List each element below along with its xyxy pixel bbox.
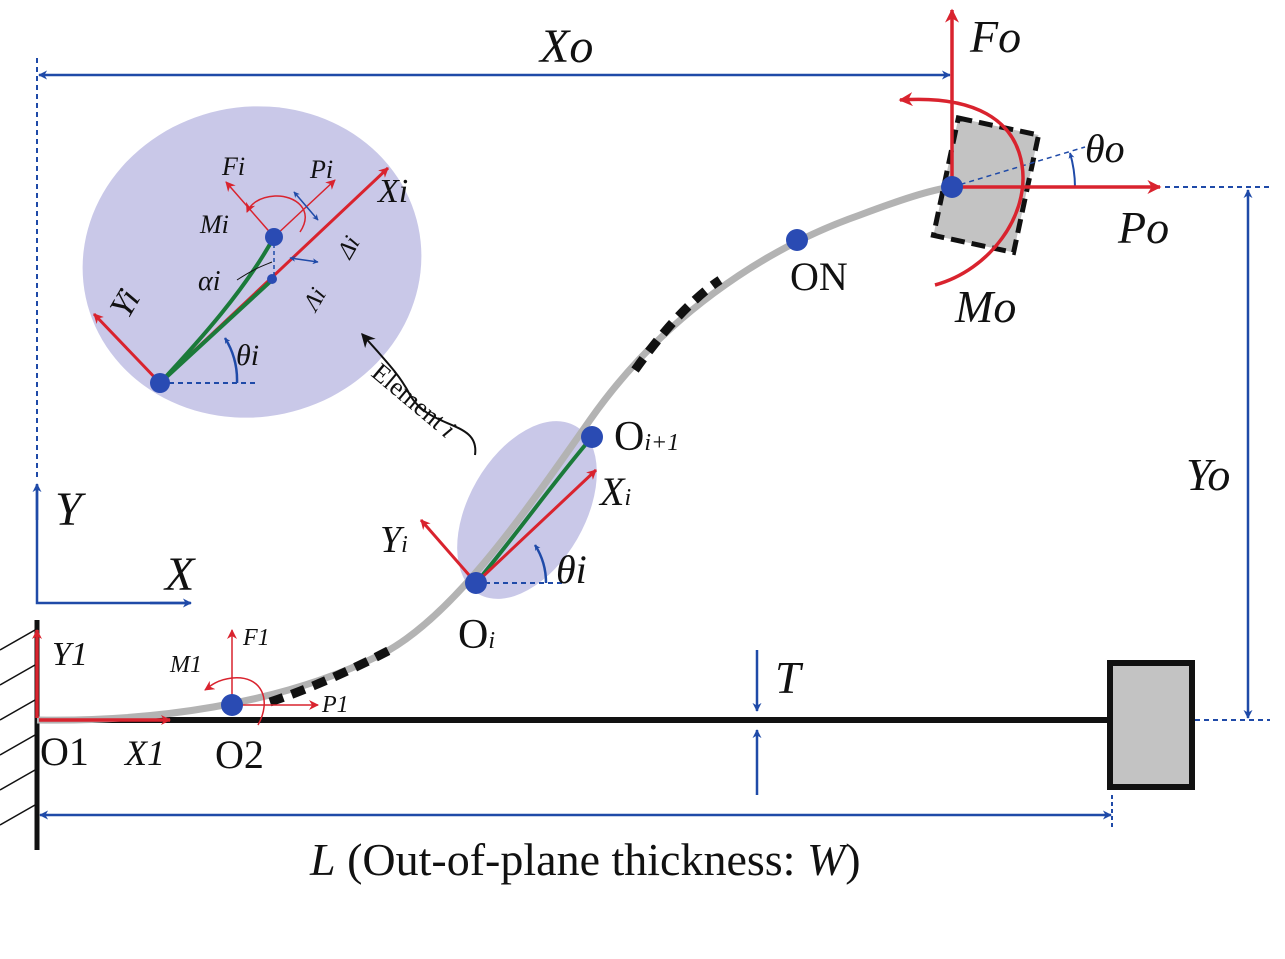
inset-label-xi: Xi [376,173,408,210]
label-xi: Xi [598,469,631,514]
label-o2: O2 [215,732,264,777]
element-i-pointer [361,332,477,456]
label-yo: Yo [1186,449,1230,500]
label-element-i: Elementi [366,357,461,443]
deformed-beam [36,183,953,724]
deformed-beam-dashes-lower [268,646,393,707]
label-xo: Xo [538,20,593,73]
inset-label-pi: Pi [309,155,333,184]
theta-o-arc [1068,152,1076,188]
inset-detail [92,166,390,393]
label-po: Po [1117,202,1169,253]
fixed-wall [0,620,40,850]
label-o1: O1 [40,729,89,774]
label-yi: Yi [380,519,408,561]
inset-ellipse [82,106,422,418]
inset-label-fi: Fi [221,152,245,181]
node1-frame [32,629,171,725]
caption: L (Out-of-plane thickness: W) [309,834,861,885]
global-axes [35,485,190,605]
node-tip [941,176,963,198]
node2-loads [204,629,319,726]
label-x1: X1 [123,733,165,773]
inset-label-alpha: αi [198,266,220,297]
inset-label-theta: θi [236,339,259,372]
node-oi [465,572,487,594]
node-oi1 [581,426,603,448]
mo-arc [898,92,1025,287]
dimension-lines [32,58,1270,830]
label-theta-o: θo [1085,126,1125,171]
label-m1: M1 [169,652,202,678]
label-oi: Oi [458,612,495,658]
local-frame-oi [419,468,598,585]
theta-i-arc [533,544,548,584]
node-o2 [221,694,243,716]
label-global-y: Y [55,483,86,536]
undeformed-rigid-block [1107,660,1195,790]
label-global-x: X [163,548,196,601]
element-i-segment [474,435,594,585]
node-on [786,229,808,251]
label-y1: Y1 [52,636,88,673]
label-on: ON [790,254,848,299]
label-p1: P1 [321,692,349,718]
tip-loads [898,8,1162,287]
label-f1: F1 [242,625,270,651]
inset-label-mi: Mi [199,210,229,239]
label-oi1: Oi+1 [614,414,679,460]
label-t: T [775,652,804,703]
label-fo: Fo [969,11,1021,62]
label-theta-i: θi [556,547,587,592]
label-mo: Mo [954,281,1016,332]
